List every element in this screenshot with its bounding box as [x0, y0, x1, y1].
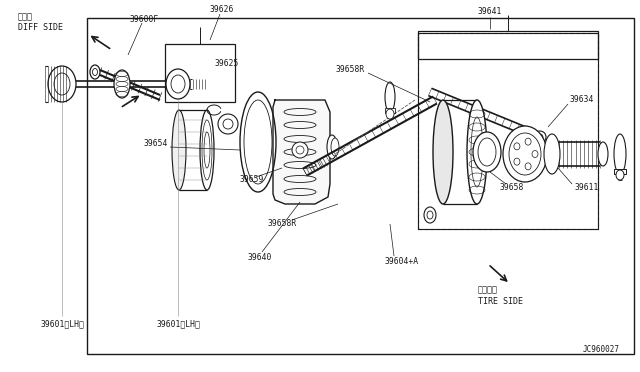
Ellipse shape [90, 65, 100, 79]
Polygon shape [273, 100, 330, 204]
Ellipse shape [296, 146, 304, 154]
Ellipse shape [467, 100, 487, 204]
Bar [418, 33, 598, 229]
Text: デフ側: デフ側 [18, 13, 33, 22]
Ellipse shape [537, 134, 543, 140]
Ellipse shape [171, 75, 185, 93]
Ellipse shape [200, 110, 214, 190]
Ellipse shape [48, 66, 76, 102]
Ellipse shape [598, 142, 608, 166]
Bar [418, 33, 598, 229]
Ellipse shape [114, 70, 130, 98]
Bar [87, 18, 634, 354]
Ellipse shape [514, 158, 520, 165]
Text: タイヤ側: タイヤ側 [478, 285, 498, 295]
Text: 39626: 39626 [210, 4, 234, 13]
Ellipse shape [534, 131, 546, 143]
Ellipse shape [424, 207, 436, 223]
Ellipse shape [525, 163, 531, 170]
Ellipse shape [240, 92, 276, 192]
Text: 39601〈LH〉: 39601〈LH〉 [156, 320, 200, 328]
Text: 39659: 39659 [240, 176, 264, 185]
Bar [165, 44, 235, 102]
Ellipse shape [525, 138, 531, 145]
Ellipse shape [514, 143, 520, 150]
Text: TIRE SIDE: TIRE SIDE [478, 298, 523, 307]
Text: 39658R: 39658R [336, 65, 365, 74]
Ellipse shape [386, 109, 394, 119]
Text: 39641: 39641 [478, 7, 502, 16]
Ellipse shape [433, 100, 453, 204]
Text: 39604+A: 39604+A [385, 257, 419, 266]
Text: 39658: 39658 [500, 183, 524, 192]
Text: 39625: 39625 [215, 60, 239, 68]
Ellipse shape [385, 82, 395, 112]
Text: 39601〈LH〉: 39601〈LH〉 [40, 320, 84, 328]
Ellipse shape [509, 133, 541, 175]
Bar [418, 31, 598, 59]
Ellipse shape [614, 134, 626, 174]
Ellipse shape [544, 134, 560, 174]
Ellipse shape [331, 138, 339, 156]
Ellipse shape [54, 73, 70, 95]
Text: DIFF SIDE: DIFF SIDE [18, 23, 63, 32]
Ellipse shape [503, 126, 547, 182]
Ellipse shape [223, 119, 233, 129]
Ellipse shape [166, 69, 190, 99]
Text: 39640: 39640 [248, 253, 273, 262]
Text: JC960027: JC960027 [583, 346, 620, 355]
Ellipse shape [244, 100, 272, 184]
Bar [385, 108, 395, 113]
Ellipse shape [532, 151, 538, 157]
Ellipse shape [327, 135, 337, 159]
Ellipse shape [427, 211, 433, 219]
Text: 39611: 39611 [575, 183, 600, 192]
Text: 39658R: 39658R [268, 219, 297, 228]
Ellipse shape [172, 110, 186, 190]
Bar [614, 169, 626, 174]
Ellipse shape [93, 68, 97, 76]
Ellipse shape [478, 138, 496, 166]
Ellipse shape [292, 142, 308, 158]
Ellipse shape [616, 170, 624, 180]
Ellipse shape [218, 114, 238, 134]
Ellipse shape [473, 132, 501, 172]
Text: 39654: 39654 [143, 140, 168, 148]
Text: 39634: 39634 [570, 96, 595, 105]
Text: 39600F: 39600F [130, 15, 159, 23]
